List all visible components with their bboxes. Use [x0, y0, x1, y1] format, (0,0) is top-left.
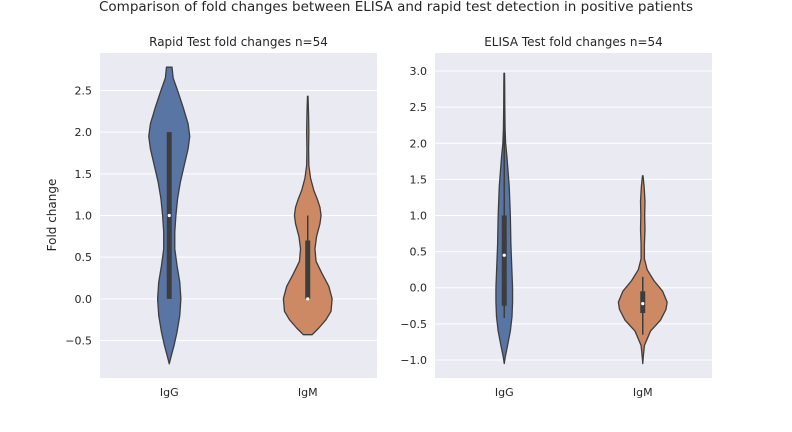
elisa-test-panel: −1.0 −0.5 0.0 0.5 1.0 1.5 2.0 2.5 3.0 IgG IgM ELISA…: [400, 35, 712, 399]
rapid-test-ytick-label: 1.0: [75, 210, 93, 223]
elisa-test-title: ELISA Test fold changes n=54: [484, 35, 663, 49]
elisa-test-median-igg: [502, 253, 506, 257]
rapid-test-median-igm: [306, 297, 310, 301]
elisa-test-median-igm: [641, 302, 645, 306]
elisa-test-violin-igm: [617, 175, 668, 365]
rapid-test-median-igg: [167, 213, 171, 218]
elisa-test-xtick-label: IgM: [633, 386, 653, 399]
figure-suptitle: Comparison of fold changes between ELISA…: [99, 0, 693, 15]
elisa-test-xtick-label: IgG: [495, 386, 514, 399]
rapid-test-ytick-label: 2.5: [75, 85, 93, 98]
rapid-test-ytick-label: 2.0: [75, 126, 93, 139]
rapid-test-ytick-label: 1.5: [75, 168, 93, 181]
elisa-test-ytick-label: 0.5: [410, 246, 428, 259]
rapid-test-ytick-label: 0.0: [75, 293, 93, 306]
elisa-test-ytick-label: 1.0: [410, 210, 428, 223]
rapid-test-iqr-box-igm: [305, 240, 311, 299]
rapid-test-xtick-label: IgM: [298, 386, 318, 399]
elisa-test-ytick-label: 0.0: [410, 282, 428, 295]
rapid-test-ylabel: Fold change: [45, 179, 59, 252]
rapid-test-xtick-label: IgG: [160, 386, 179, 399]
elisa-test-ytick-label: 1.5: [410, 173, 428, 186]
rapid-test-title: Rapid Test fold changes n=54: [149, 35, 328, 49]
rapid-test-ytick-label: −0.5: [65, 335, 92, 348]
rapid-test-ytick-label: 0.5: [75, 251, 93, 264]
elisa-test-ytick-label: 2.0: [410, 137, 428, 150]
elisa-test-ytick-label: −1.0: [400, 354, 427, 367]
rapid-test-panel: Fold change −0.5 0.0 0.5 1.0 1.5 2.0 2.5 IgG IgM…: [45, 35, 377, 399]
elisa-test-ytick-label: 2.5: [410, 101, 428, 114]
elisa-test-iqr-box-igg: [501, 215, 507, 306]
elisa-test-ytick-label: 3.0: [410, 65, 428, 78]
elisa-test-ytick-label: −0.5: [400, 318, 427, 331]
